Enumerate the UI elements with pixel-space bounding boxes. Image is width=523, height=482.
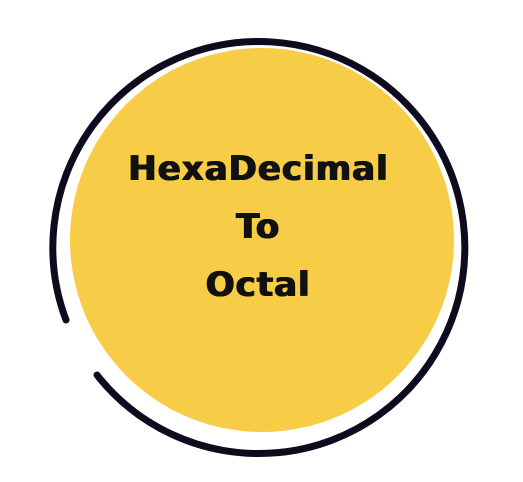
badge-title: HexaDecimal To Octal [128,140,388,314]
badge-ring-arc [49,38,469,457]
title-line-hexadecimal: HexaDecimal [128,149,389,189]
badge-circle [70,48,454,432]
title-line-to: To [235,207,281,247]
title-line-octal: Octal [205,265,311,305]
